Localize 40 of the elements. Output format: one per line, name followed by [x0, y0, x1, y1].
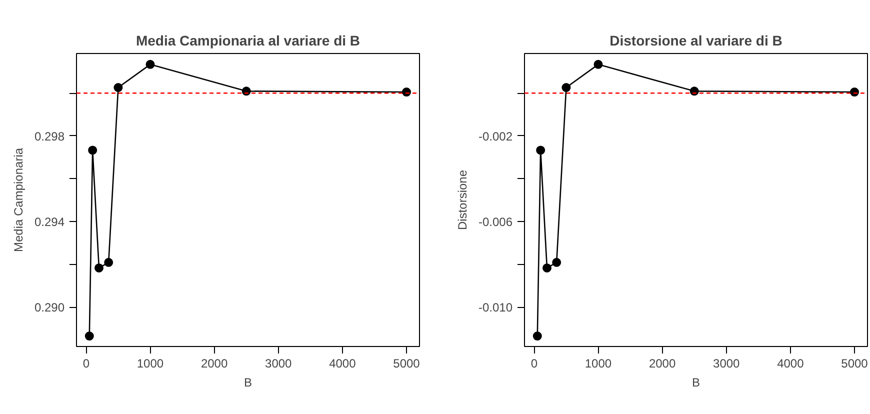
- x-tick-label: 3000: [265, 356, 292, 370]
- point: [114, 83, 123, 92]
- point: [552, 258, 562, 267]
- point: [690, 86, 699, 96]
- x-tick-label: 3000: [713, 356, 740, 370]
- x-axis-title: B: [244, 376, 252, 390]
- x-axis-title: B: [692, 376, 700, 390]
- point: [594, 60, 603, 69]
- point: [88, 146, 98, 155]
- y-tick-label: 0.294: [34, 215, 65, 230]
- x-tick-label: 5000: [841, 356, 868, 370]
- x-tick-label: 0: [82, 356, 90, 370]
- y-tick-label: 0.298: [34, 129, 65, 144]
- y-tick-label: -0.002: [478, 129, 513, 144]
- point: [242, 86, 251, 96]
- point: [94, 263, 104, 272]
- x-tick-label: 0: [530, 356, 538, 370]
- point: [104, 258, 114, 267]
- x-tick-label: 2000: [648, 356, 676, 370]
- point: [850, 88, 859, 97]
- point: [532, 332, 542, 341]
- point: [542, 263, 552, 272]
- y-tick-label: -0.006: [478, 215, 513, 230]
- y-tick-label: -0.010: [478, 300, 513, 315]
- chart-title: Media Campionaria al variare di B: [136, 32, 360, 48]
- x-tick-label: 4000: [777, 356, 804, 370]
- x-tick-label: 4000: [329, 356, 356, 370]
- y-axis-title: Distorsione: [455, 170, 470, 230]
- point: [536, 146, 546, 155]
- chart-title: Distorsione al variare di B: [610, 32, 782, 48]
- y-tick-label: 0.290: [34, 300, 65, 315]
- x-tick-label: 2000: [200, 356, 228, 370]
- point: [146, 60, 155, 69]
- point: [402, 88, 411, 97]
- x-tick-label: 1000: [584, 356, 612, 370]
- y-axis-title: Media Campionaria: [11, 148, 26, 252]
- x-tick-label: 5000: [393, 356, 420, 370]
- x-tick-label: 1000: [136, 356, 164, 370]
- point: [84, 332, 94, 341]
- point: [562, 83, 571, 92]
